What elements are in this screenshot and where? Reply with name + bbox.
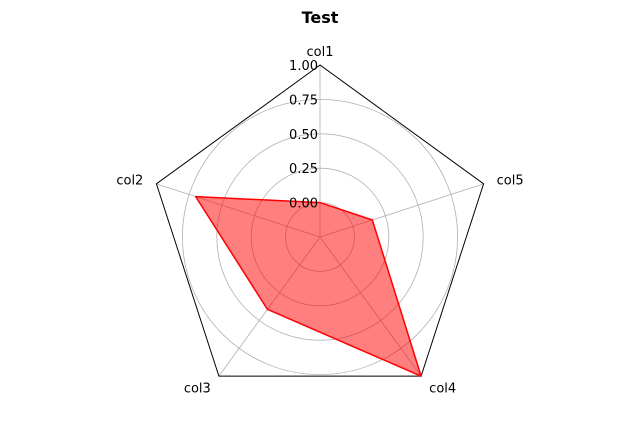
category-label: col5: [497, 174, 524, 189]
chart-title: Test: [301, 8, 339, 27]
category-label: col2: [116, 174, 143, 189]
radial-tick-label: 0.00: [289, 197, 318, 212]
radial-tick-label: 0.50: [289, 128, 318, 143]
radial-tick-label: 0.25: [289, 162, 318, 177]
series-layer: [194, 195, 422, 377]
series-line: [194, 195, 422, 377]
category-label: col3: [184, 381, 211, 396]
category-label: col1: [307, 45, 334, 60]
radial-tick-label: 0.75: [289, 93, 318, 108]
series-area: [195, 196, 422, 377]
radial-tick-label: 1.00: [289, 59, 318, 74]
category-label: col4: [429, 381, 456, 396]
outer-frame: [155, 64, 485, 377]
